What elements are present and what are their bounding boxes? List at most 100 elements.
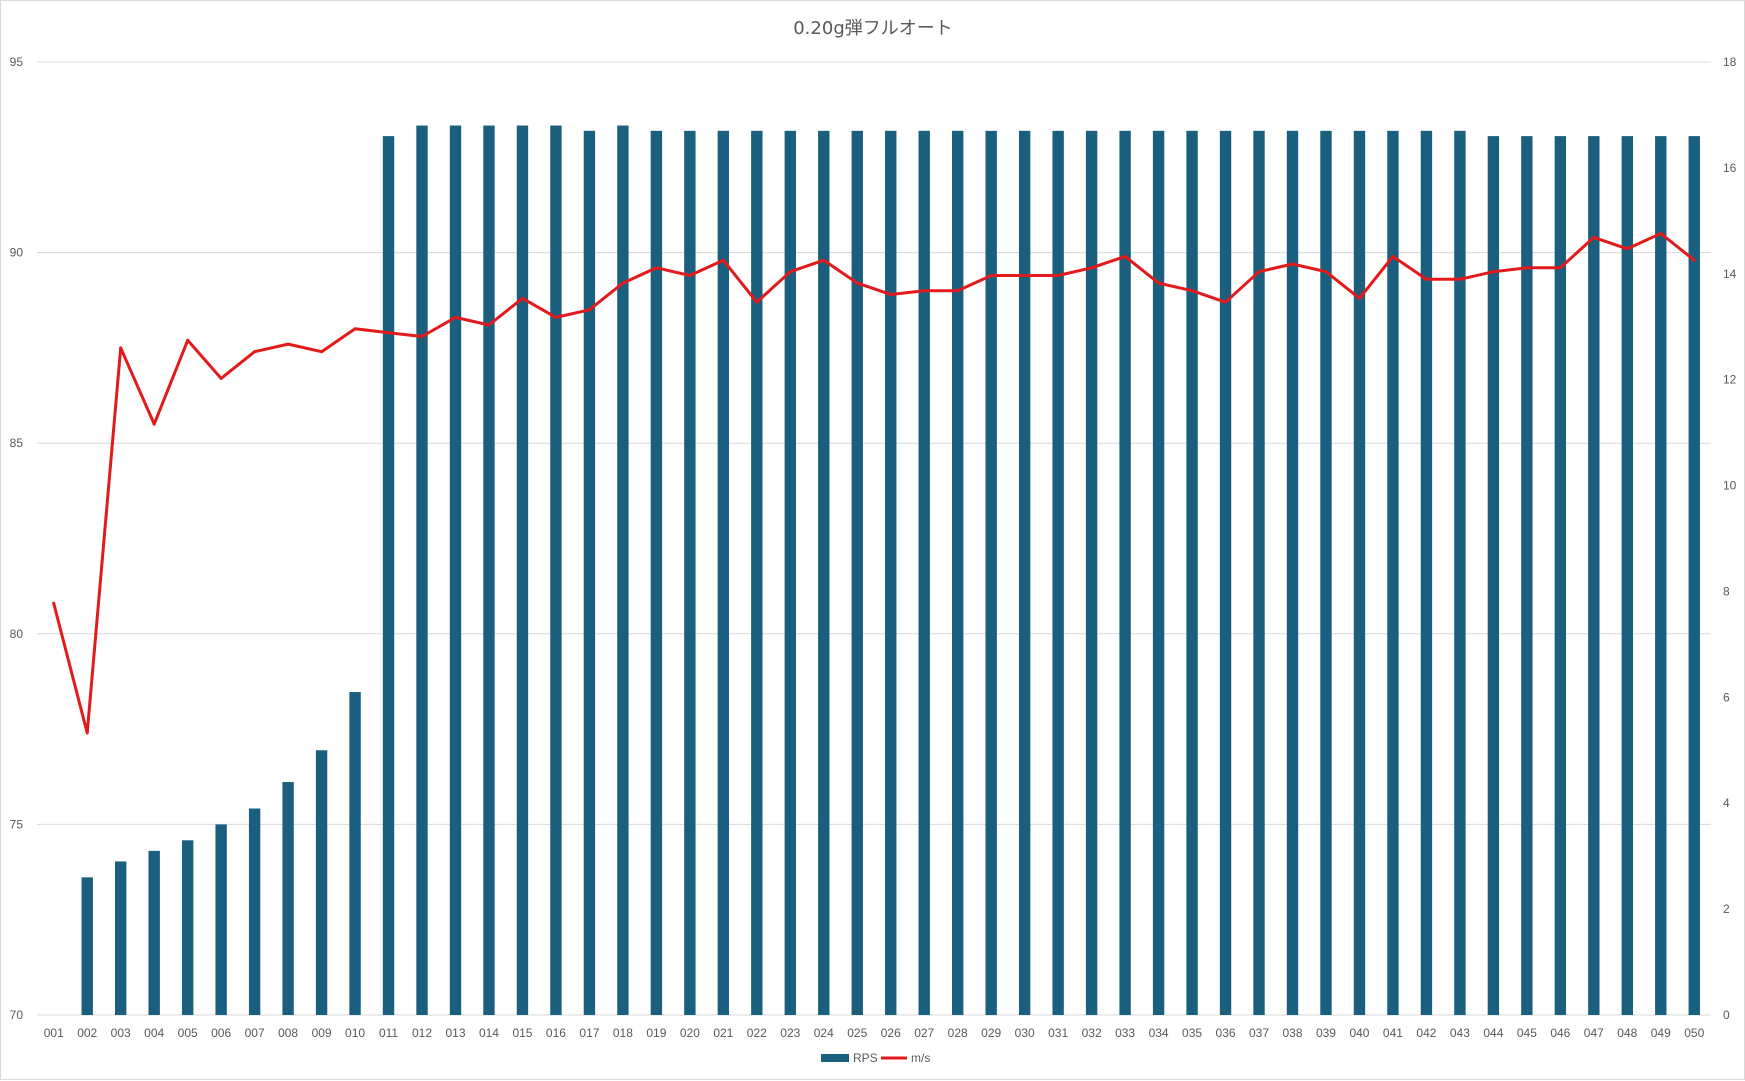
bar <box>550 125 562 1016</box>
bar <box>885 130 897 1016</box>
point <box>119 346 123 350</box>
point <box>1224 300 1228 304</box>
x-tick-label: 010 <box>345 1026 365 1040</box>
x-tick-label: 044 <box>1483 1026 1503 1040</box>
bar <box>1219 130 1232 1016</box>
x-tick-label: 041 <box>1383 1026 1403 1040</box>
right-tick-label: 12 <box>1723 373 1737 387</box>
x-tick-label: 046 <box>1550 1026 1570 1040</box>
x-tick-label: 035 <box>1182 1026 1202 1040</box>
bar <box>1554 136 1567 1016</box>
x-tick-label: 037 <box>1249 1026 1269 1040</box>
x-tick-label: 021 <box>713 1026 733 1040</box>
bar <box>416 125 428 1016</box>
bar <box>1320 130 1332 1016</box>
bar <box>181 840 194 1015</box>
point <box>654 266 658 270</box>
point <box>353 327 357 331</box>
bar <box>1688 136 1700 1016</box>
left-tick-label: 95 <box>10 55 24 69</box>
x-tick-label: 018 <box>613 1026 633 1040</box>
x-tick-label: 012 <box>412 1026 432 1040</box>
legend: RPS m/s <box>821 1051 930 1065</box>
x-tick-label: 048 <box>1617 1026 1637 1040</box>
x-tick-label: 028 <box>948 1026 968 1040</box>
x-tick-label: 042 <box>1416 1026 1436 1040</box>
x-tick-label: 017 <box>579 1026 599 1040</box>
bar <box>918 130 930 1016</box>
bar <box>1085 130 1098 1016</box>
x-tick-label: 026 <box>881 1026 901 1040</box>
point <box>52 601 56 605</box>
bar <box>516 125 529 1016</box>
x-tick-label: 047 <box>1584 1026 1604 1040</box>
bar <box>382 136 395 1016</box>
point <box>487 323 491 327</box>
point <box>587 308 591 312</box>
bar <box>1119 130 1131 1016</box>
point <box>186 338 190 342</box>
point <box>1558 266 1562 270</box>
x-tick-label: 045 <box>1517 1026 1537 1040</box>
legend-label-rps: RPS <box>853 1051 878 1065</box>
bar <box>1487 136 1500 1016</box>
x-tick-label: 027 <box>914 1026 934 1040</box>
x-tick-label: 038 <box>1282 1026 1302 1040</box>
x-tick-label: 032 <box>1082 1026 1102 1040</box>
x-tick-label: 009 <box>312 1026 332 1040</box>
bar <box>148 850 160 1015</box>
right-tick-label: 4 <box>1723 796 1730 810</box>
point <box>454 315 457 319</box>
point <box>1525 266 1529 270</box>
bar <box>952 130 964 1016</box>
point <box>1692 258 1696 262</box>
point <box>822 258 826 262</box>
point <box>253 350 257 354</box>
bar <box>1387 130 1399 1016</box>
x-axis-ticks: 001 002 003 004 005 006 007 008 009 010 011 012 013 0… <box>44 1026 1705 1040</box>
x-tick-label: 016 <box>546 1026 566 1040</box>
bar <box>851 130 863 1016</box>
left-tick-label: 80 <box>10 627 24 641</box>
bar <box>1420 130 1433 1016</box>
right-tick-label: 14 <box>1723 267 1737 281</box>
right-tick-label: 8 <box>1723 584 1730 598</box>
bar <box>784 130 796 1016</box>
x-tick-label: 034 <box>1149 1026 1169 1040</box>
bar <box>818 130 830 1016</box>
right-tick-label: 16 <box>1723 161 1737 175</box>
bar <box>1521 136 1533 1016</box>
point <box>387 331 391 335</box>
point <box>1157 281 1161 285</box>
x-tick-label: 019 <box>646 1026 666 1040</box>
bar <box>315 750 328 1015</box>
x-tick-label: 015 <box>512 1026 532 1040</box>
bar <box>985 130 997 1016</box>
x-tick-label: 006 <box>211 1026 231 1040</box>
point <box>989 273 993 277</box>
rps-bars <box>81 125 1700 1016</box>
x-tick-label: 030 <box>1015 1026 1035 1040</box>
legend-swatch-rps <box>821 1054 849 1062</box>
bar <box>1152 130 1165 1016</box>
bar <box>1186 130 1198 1016</box>
bar <box>1253 130 1265 1016</box>
x-tick-label: 013 <box>445 1026 465 1040</box>
x-tick-label: 040 <box>1349 1026 1369 1040</box>
point <box>922 289 926 293</box>
point <box>755 300 759 304</box>
x-tick-label: 011 <box>379 1026 398 1040</box>
point <box>1257 270 1261 274</box>
bar <box>684 130 696 1016</box>
x-tick-label: 029 <box>981 1026 1001 1040</box>
x-tick-label: 008 <box>278 1026 298 1040</box>
x-tick-label: 023 <box>780 1026 800 1040</box>
point <box>1291 262 1294 266</box>
left-tick-label: 85 <box>10 436 24 450</box>
point <box>889 293 893 297</box>
point <box>320 350 324 354</box>
bar <box>617 125 629 1016</box>
x-tick-label: 050 <box>1684 1026 1704 1040</box>
bar <box>650 130 663 1016</box>
